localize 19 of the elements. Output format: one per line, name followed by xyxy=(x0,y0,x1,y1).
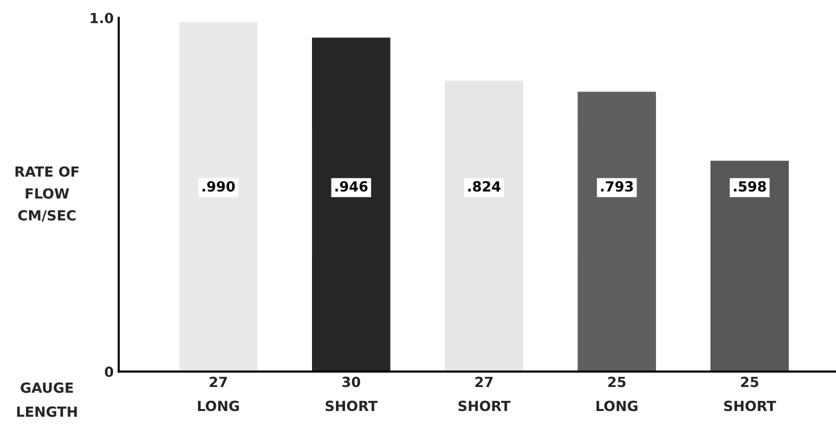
bar xyxy=(443,79,525,372)
x-tick-label: 27 LONG xyxy=(198,376,239,412)
bar xyxy=(310,36,392,372)
x-tick-label: 25 SHORT xyxy=(724,376,776,412)
bar xyxy=(709,159,790,372)
y-tick-label: 1.0 xyxy=(90,12,114,24)
data-label: .990 xyxy=(202,181,235,192)
bar xyxy=(178,20,259,372)
y-tick-label: 0 xyxy=(104,366,114,378)
data-label: .824 xyxy=(468,181,500,192)
y-axis-title: RATE OF FLOW CM/SEC xyxy=(16,166,79,222)
data-label: .598 xyxy=(734,181,766,192)
data-label: .946 xyxy=(335,181,368,192)
x-axis-title: GAUGE LENGTH xyxy=(17,382,77,417)
x-tick-label: 27 SHORT xyxy=(458,376,510,412)
bar xyxy=(576,90,658,372)
x-tick-label: 30 SHORT xyxy=(326,376,378,412)
data-label: .793 xyxy=(601,181,633,192)
x-tick-label: 25 LONG xyxy=(596,376,638,412)
